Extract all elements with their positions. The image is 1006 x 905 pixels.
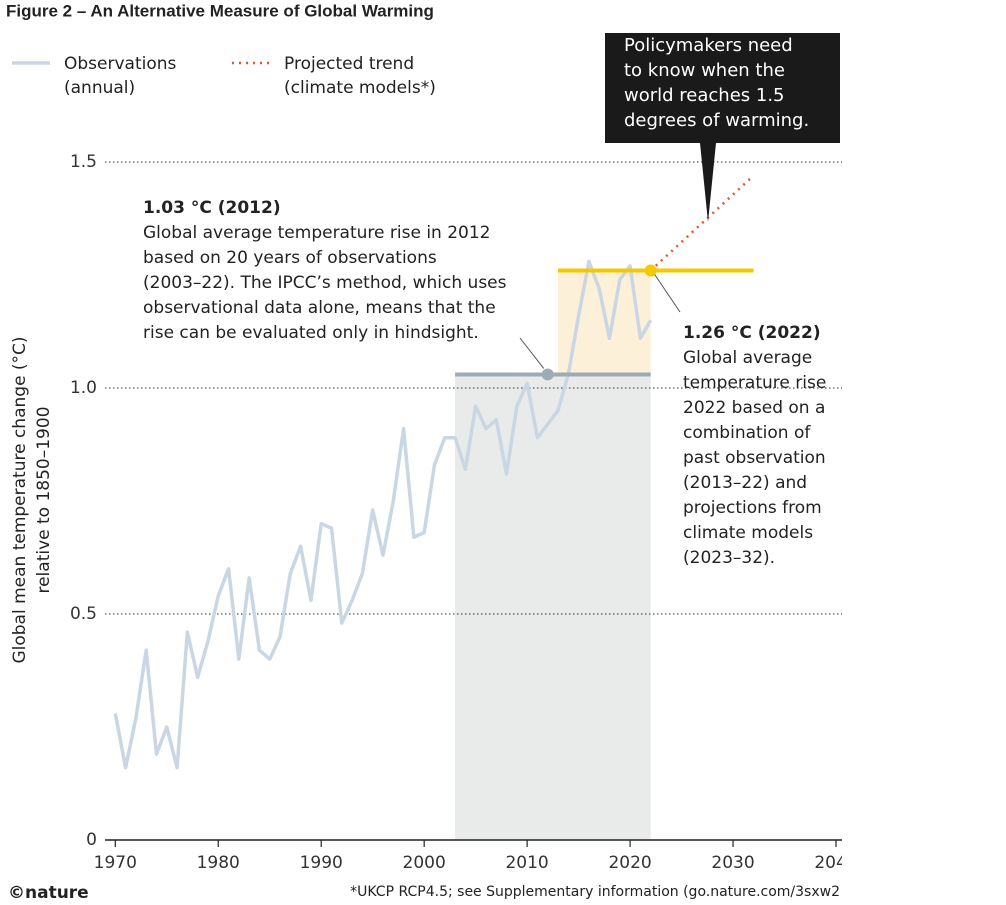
x-tick-label: 1990	[300, 853, 343, 873]
average-window	[558, 270, 651, 375]
right-mask	[842, 150, 1006, 905]
y-tick-label: 0.5	[70, 604, 97, 624]
legend-label: Observations	[64, 54, 177, 74]
legend-note: (climate models*)	[284, 78, 436, 98]
x-tick-label: 1970	[94, 853, 137, 873]
chart-title: Figure 2 – An Alternative Measure of Glo…	[6, 1, 434, 20]
projection-line	[649, 174, 755, 272]
legend-note: (annual)	[64, 78, 135, 98]
average-window	[455, 374, 651, 840]
annotation-connector	[519, 337, 545, 369]
annotation-connector	[654, 274, 681, 313]
legend-label: Projected trend	[284, 54, 414, 74]
annotation-text: combination of	[683, 423, 811, 443]
x-tick-label: 2000	[403, 853, 446, 873]
annotation-text: (2013–22) and	[683, 473, 807, 493]
callout-text: Policymakers need	[624, 35, 793, 56]
annotation-text: (2003–22). The IPCC’s method, which uses	[143, 273, 507, 293]
annotation-text: based on 20 years of observations	[143, 248, 437, 268]
y-tick-label: 1.0	[70, 378, 97, 398]
annotation-text: Global average temperature rise in 2012	[143, 223, 491, 243]
annotation-text: observational data alone, means that the	[143, 298, 496, 318]
x-tick-label: 2020	[608, 853, 651, 873]
annotation-title: 1.03 °C (2012)	[143, 198, 281, 218]
y-tick-label: 0	[86, 830, 97, 850]
x-tick-label: 2010	[505, 853, 548, 873]
x-tick-label: 1980	[197, 853, 240, 873]
y-tick-label: 1.5	[70, 152, 97, 172]
annotation-text: (2023–32).	[683, 548, 775, 568]
observation-line	[113, 259, 653, 770]
annotation-text: past observation	[683, 448, 826, 468]
credit: ©nature	[8, 883, 89, 903]
annotation-text: 2022 based on a	[683, 398, 825, 418]
annotation-title: 1.26 °C (2022)	[683, 323, 821, 343]
footnote: *UKCP RCP4.5; see Supplementary informat…	[350, 884, 840, 900]
annotation-text: temperature rise	[683, 373, 826, 393]
callout-text: degrees of warming.	[624, 110, 809, 131]
x-tick-label: 2030	[711, 853, 754, 873]
y-axis-label: relative to 1850–1900	[34, 406, 54, 593]
y-axis-label: Global mean temperature change (°C)	[10, 336, 30, 663]
annotation-text: Global average	[683, 348, 812, 368]
annotation-text: climate models	[683, 523, 813, 543]
callout-text: world reaches 1.5	[624, 85, 785, 106]
annotation-text: projections from	[683, 498, 822, 518]
average-point	[541, 368, 554, 381]
average-point	[644, 264, 657, 277]
callout-box	[605, 33, 840, 222]
annotation-text: rise can be evaluated only in hindsight.	[143, 323, 479, 343]
callout-text: to know when the	[624, 60, 785, 81]
